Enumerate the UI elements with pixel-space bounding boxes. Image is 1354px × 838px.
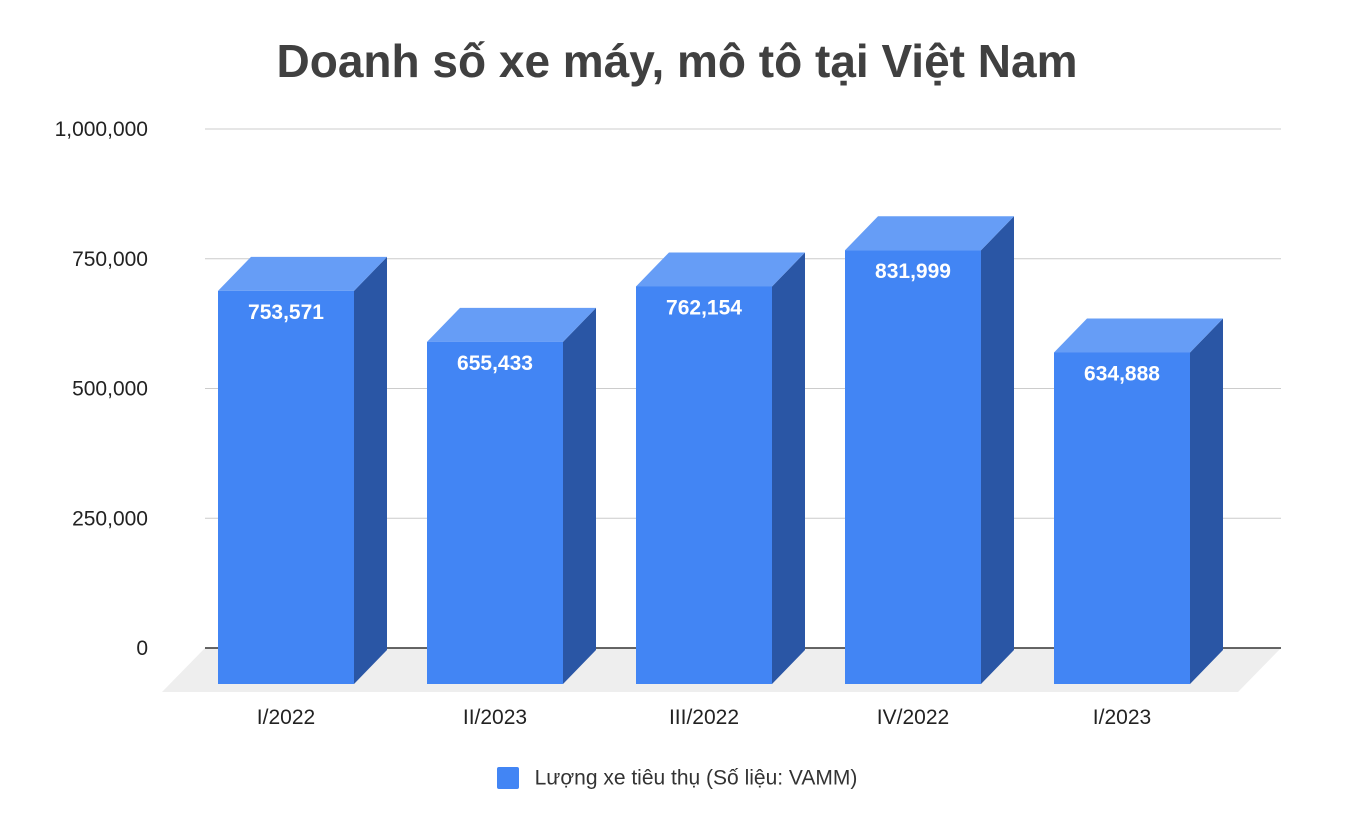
legend-label: Lượng xe tiêu thụ (Số liệu: VAMM) xyxy=(534,766,858,790)
bar-front xyxy=(427,341,563,684)
bar-side xyxy=(354,256,387,684)
bar-side xyxy=(981,216,1014,685)
bar xyxy=(218,256,387,684)
chart-title: Doanh số xe máy, mô tô tại Việt Nam xyxy=(276,35,1078,87)
bar-top xyxy=(427,307,596,342)
bar-top xyxy=(218,256,387,291)
legend-swatch xyxy=(496,767,519,790)
data-label: 753,571 xyxy=(248,301,324,324)
x-tick-label: III/2022 xyxy=(669,706,739,729)
bar-front xyxy=(845,250,981,685)
bar-top xyxy=(636,252,805,287)
bar xyxy=(845,216,1014,685)
data-label: 634,888 xyxy=(1084,362,1160,385)
bar-top xyxy=(845,216,1014,251)
bar-side xyxy=(1190,318,1223,684)
bar xyxy=(427,307,596,684)
bar xyxy=(636,252,805,684)
x-tick-label: II/2023 xyxy=(463,706,527,729)
data-label: 655,433 xyxy=(457,352,533,375)
data-label: 762,154 xyxy=(666,296,742,319)
bar-side xyxy=(772,252,805,684)
y-tick-label: 1,000,000 xyxy=(55,118,148,141)
bar-side xyxy=(563,307,596,684)
y-tick-label: 250,000 xyxy=(72,507,148,530)
bar-front xyxy=(218,290,354,684)
y-tick-label: 750,000 xyxy=(72,248,148,271)
bar-front xyxy=(636,286,772,684)
x-tick-label: I/2022 xyxy=(257,706,315,729)
legend: Lượng xe tiêu thụ (Số liệu: VAMM) xyxy=(0,766,1354,790)
bar-front xyxy=(1054,352,1190,684)
x-tick-label: IV/2022 xyxy=(877,706,949,729)
x-tick-label: I/2023 xyxy=(1093,706,1151,729)
y-tick-label: 500,000 xyxy=(72,378,148,401)
bar xyxy=(1054,318,1223,684)
y-tick-label: 0 xyxy=(136,637,148,660)
bar-top xyxy=(1054,318,1223,353)
data-label: 831,999 xyxy=(875,260,951,283)
